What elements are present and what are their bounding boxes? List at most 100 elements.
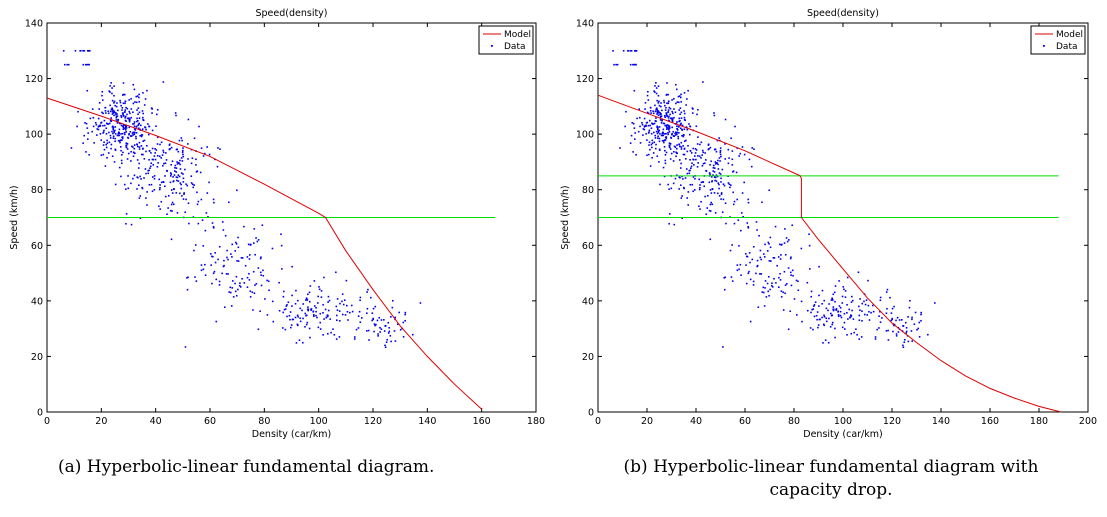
data-point [169,181,172,184]
data-point [82,63,85,66]
data-point [678,188,680,190]
data-point [686,98,688,100]
data-point [717,192,719,195]
data-point [822,342,824,344]
data-point [630,134,633,137]
data-point [709,238,712,241]
data-point [879,310,881,313]
data-point [158,205,160,208]
data-point [698,205,700,208]
data-point [680,146,683,148]
data-point [838,280,840,282]
data-point [235,241,237,244]
data-point [323,318,325,320]
data-point [193,137,196,140]
data-point [786,282,788,285]
data-point [141,134,144,136]
data-point [114,183,117,186]
data-point [779,243,781,246]
data-point [208,181,210,184]
data-point [105,112,107,114]
data-point [132,102,135,105]
data-point [662,122,665,125]
data-point [133,128,136,130]
data-point [700,181,703,184]
data-point [863,300,865,303]
data-point [773,277,775,280]
data-point [390,340,392,343]
data-point [140,153,143,156]
data-point [659,119,662,121]
data-point [712,174,714,176]
data-point [182,149,184,152]
data-point [679,145,681,148]
data-point [832,309,835,312]
data-point [723,184,726,187]
data-point [151,190,154,193]
data-point [671,133,673,135]
data-point [783,242,786,244]
data-point [155,125,157,128]
data-point [205,212,208,214]
data-point [148,158,150,161]
data-point [74,49,77,52]
data-point [136,109,138,111]
data-point [668,127,671,129]
data-point [689,183,692,186]
data-point [319,312,322,315]
data-point [342,303,345,306]
data-point [697,136,699,138]
data-point [749,320,752,323]
data-point [104,165,107,167]
data-point [179,192,181,195]
data-point [286,304,288,306]
data-point [329,318,331,320]
data-point [646,154,648,157]
data-point [678,109,680,111]
data-point [669,117,672,120]
data-point [666,128,668,131]
data-point [111,107,113,110]
data-point [192,186,195,189]
data-point [747,225,749,228]
data-point [135,95,138,98]
data-point [844,296,847,298]
data-point [817,326,819,329]
data-point [124,109,127,111]
data-point [713,167,716,169]
data-point [724,202,727,205]
data-point [119,122,122,125]
data-point [359,296,362,299]
data-point [116,122,119,124]
data-point [671,117,673,119]
data-point [217,147,219,149]
data-point [109,104,111,107]
data-point [745,282,748,285]
data-point [790,284,793,287]
data-point [377,335,379,337]
data-point [153,177,156,180]
data-point [809,268,811,270]
data-point [655,143,657,146]
data-point [234,290,237,293]
data-point [734,125,736,128]
data-point [702,181,705,184]
data-point [756,264,759,267]
data-point [132,111,134,114]
data-point [643,128,646,131]
data-point [721,168,724,171]
data-point [295,342,298,344]
data-point [813,304,816,306]
data-point [707,194,709,197]
data-point [823,299,826,302]
data-point [682,153,685,156]
data-point [665,125,668,128]
data-point [914,311,917,314]
data-point [85,63,88,66]
data-point [187,118,190,121]
data-point [230,253,232,255]
data-point [161,164,164,167]
data-point [652,110,654,113]
data-point [669,148,672,150]
data-point [741,146,744,148]
